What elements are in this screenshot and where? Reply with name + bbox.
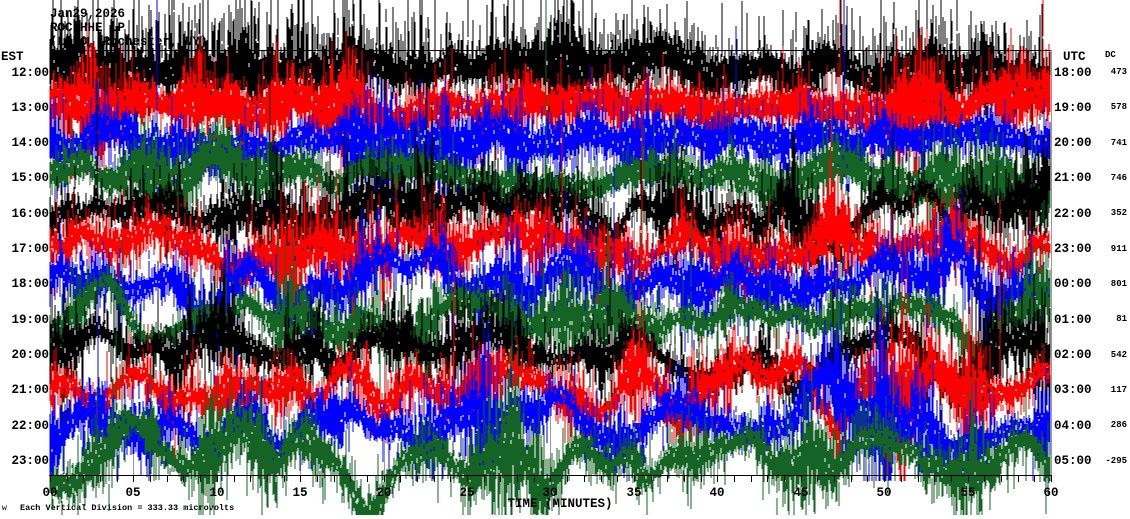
svg-text:10: 10 xyxy=(209,486,224,500)
svg-text:w: w xyxy=(2,504,7,513)
svg-text:23:00: 23:00 xyxy=(11,454,49,468)
svg-text:352: 352 xyxy=(1111,208,1127,218)
svg-text:DC: DC xyxy=(1105,50,1116,60)
svg-text:TIME (MINUTES): TIME (MINUTES) xyxy=(507,497,612,511)
svg-text:473: 473 xyxy=(1111,67,1127,77)
svg-text:00: 00 xyxy=(42,486,57,500)
svg-text:UTC: UTC xyxy=(1063,50,1086,64)
svg-text:12:00: 12:00 xyxy=(11,66,49,80)
svg-text:00:00: 00:00 xyxy=(1054,277,1092,291)
svg-text:13:00: 13:00 xyxy=(11,101,49,115)
svg-text:18:00: 18:00 xyxy=(11,277,49,291)
svg-text:801: 801 xyxy=(1111,279,1128,289)
svg-text:50: 50 xyxy=(876,486,891,500)
svg-text:Jan29,2026: Jan29,2026 xyxy=(50,7,125,21)
svg-text:911: 911 xyxy=(1111,244,1128,254)
svg-text:04:00: 04:00 xyxy=(1054,419,1092,433)
svg-text:286: 286 xyxy=(1111,420,1127,430)
svg-text:01:00: 01:00 xyxy=(1054,313,1092,327)
svg-text:81: 81 xyxy=(1116,314,1127,324)
svg-text:20:00: 20:00 xyxy=(11,348,49,362)
svg-text:19:00: 19:00 xyxy=(1054,101,1092,115)
svg-text:60: 60 xyxy=(1043,486,1058,500)
svg-text:19:00: 19:00 xyxy=(11,313,49,327)
svg-text:15: 15 xyxy=(292,486,307,500)
svg-text:542: 542 xyxy=(1111,350,1127,360)
svg-text:03:00: 03:00 xyxy=(1054,383,1092,397)
svg-text:22:00: 22:00 xyxy=(1054,207,1092,221)
svg-text:20:00: 20:00 xyxy=(1054,136,1092,150)
svg-text:30: 30 xyxy=(542,486,557,500)
svg-text:15:00: 15:00 xyxy=(11,171,49,185)
svg-text:16:00: 16:00 xyxy=(11,207,49,221)
svg-text:18:00: 18:00 xyxy=(1054,66,1092,80)
svg-text:14:00: 14:00 xyxy=(11,136,49,150)
svg-text:20: 20 xyxy=(376,486,391,500)
svg-text:741: 741 xyxy=(1111,138,1128,148)
svg-text:-295: -295 xyxy=(1105,456,1127,466)
svg-text:ROC HHE LP: ROC HHE LP xyxy=(50,21,125,35)
svg-text:23:00: 23:00 xyxy=(1054,242,1092,256)
svg-text:45: 45 xyxy=(793,486,808,500)
svg-text:117: 117 xyxy=(1111,385,1127,395)
svg-text:40: 40 xyxy=(709,486,724,500)
svg-text:05: 05 xyxy=(125,486,140,500)
svg-text:25: 25 xyxy=(459,486,474,500)
svg-text:21:00: 21:00 xyxy=(1054,171,1092,185)
svg-text:578: 578 xyxy=(1111,102,1127,112)
svg-text:02:00: 02:00 xyxy=(1054,348,1092,362)
svg-text:17:00: 17:00 xyxy=(11,242,49,256)
svg-text:EST: EST xyxy=(1,50,24,64)
svg-text:21:00: 21:00 xyxy=(11,383,49,397)
svg-text:746: 746 xyxy=(1111,173,1127,183)
svg-text:Each Vertical Division = 333.: Each Vertical Division = 333.33 microvol… xyxy=(20,503,234,513)
svg-text:05:00: 05:00 xyxy=(1054,454,1092,468)
svg-text:35: 35 xyxy=(626,486,641,500)
svg-text:22:00: 22:00 xyxy=(11,419,49,433)
svg-text:55: 55 xyxy=(960,486,975,500)
